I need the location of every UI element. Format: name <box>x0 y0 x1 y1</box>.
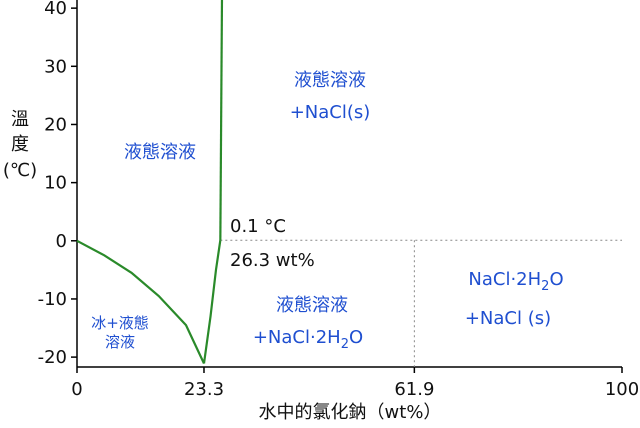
region-label: 冰+液態 <box>91 314 149 332</box>
y-tick-label: 30 <box>44 56 67 77</box>
y-tick-label: -10 <box>38 289 67 310</box>
y-tick-label: 40 <box>44 0 67 19</box>
phase-boundary <box>219 0 224 241</box>
region-label: +NaCl(s) <box>290 102 371 123</box>
region-label: +NaCl·2H2O <box>253 327 363 352</box>
label-part: 2 <box>341 337 349 352</box>
region-label: 液態溶液 <box>294 70 366 91</box>
y-tick-label: 0 <box>56 231 67 252</box>
x-axis-label: 水中的氯化鈉（wt%） <box>259 402 442 423</box>
label-part: O <box>549 269 563 290</box>
phase-boundary <box>202 240 222 364</box>
region-label: 溶液 <box>105 333 135 351</box>
phase-boundary <box>76 239 205 364</box>
x-tick-label: 100 <box>605 379 639 400</box>
y-axis-label: (℃) <box>3 160 37 181</box>
y-axis-label: 度 <box>11 134 29 155</box>
label-part: NaCl·2H <box>468 269 541 290</box>
region-label: 液態溶液 <box>276 295 348 316</box>
label-part: O <box>349 327 363 348</box>
region-label: +NaCl (s) <box>465 308 551 329</box>
y-tick-label: -20 <box>38 347 67 368</box>
annotation: 0.1 °C <box>230 216 286 237</box>
region-label: NaCl·2H2O <box>468 269 563 294</box>
x-tick-label: 61.9 <box>394 379 434 400</box>
y-tick-label: 10 <box>44 173 67 194</box>
region-label: 液態溶液 <box>124 142 196 163</box>
y-axis-label: 溫 <box>11 109 29 130</box>
y-tick-label: 20 <box>44 114 67 135</box>
label-part: 2 <box>541 279 549 294</box>
annotation: 26.3 wt% <box>230 250 315 271</box>
label-part: +NaCl·2H <box>253 327 341 348</box>
x-tick-label: 23.3 <box>184 379 224 400</box>
x-tick-label: 0 <box>71 379 82 400</box>
